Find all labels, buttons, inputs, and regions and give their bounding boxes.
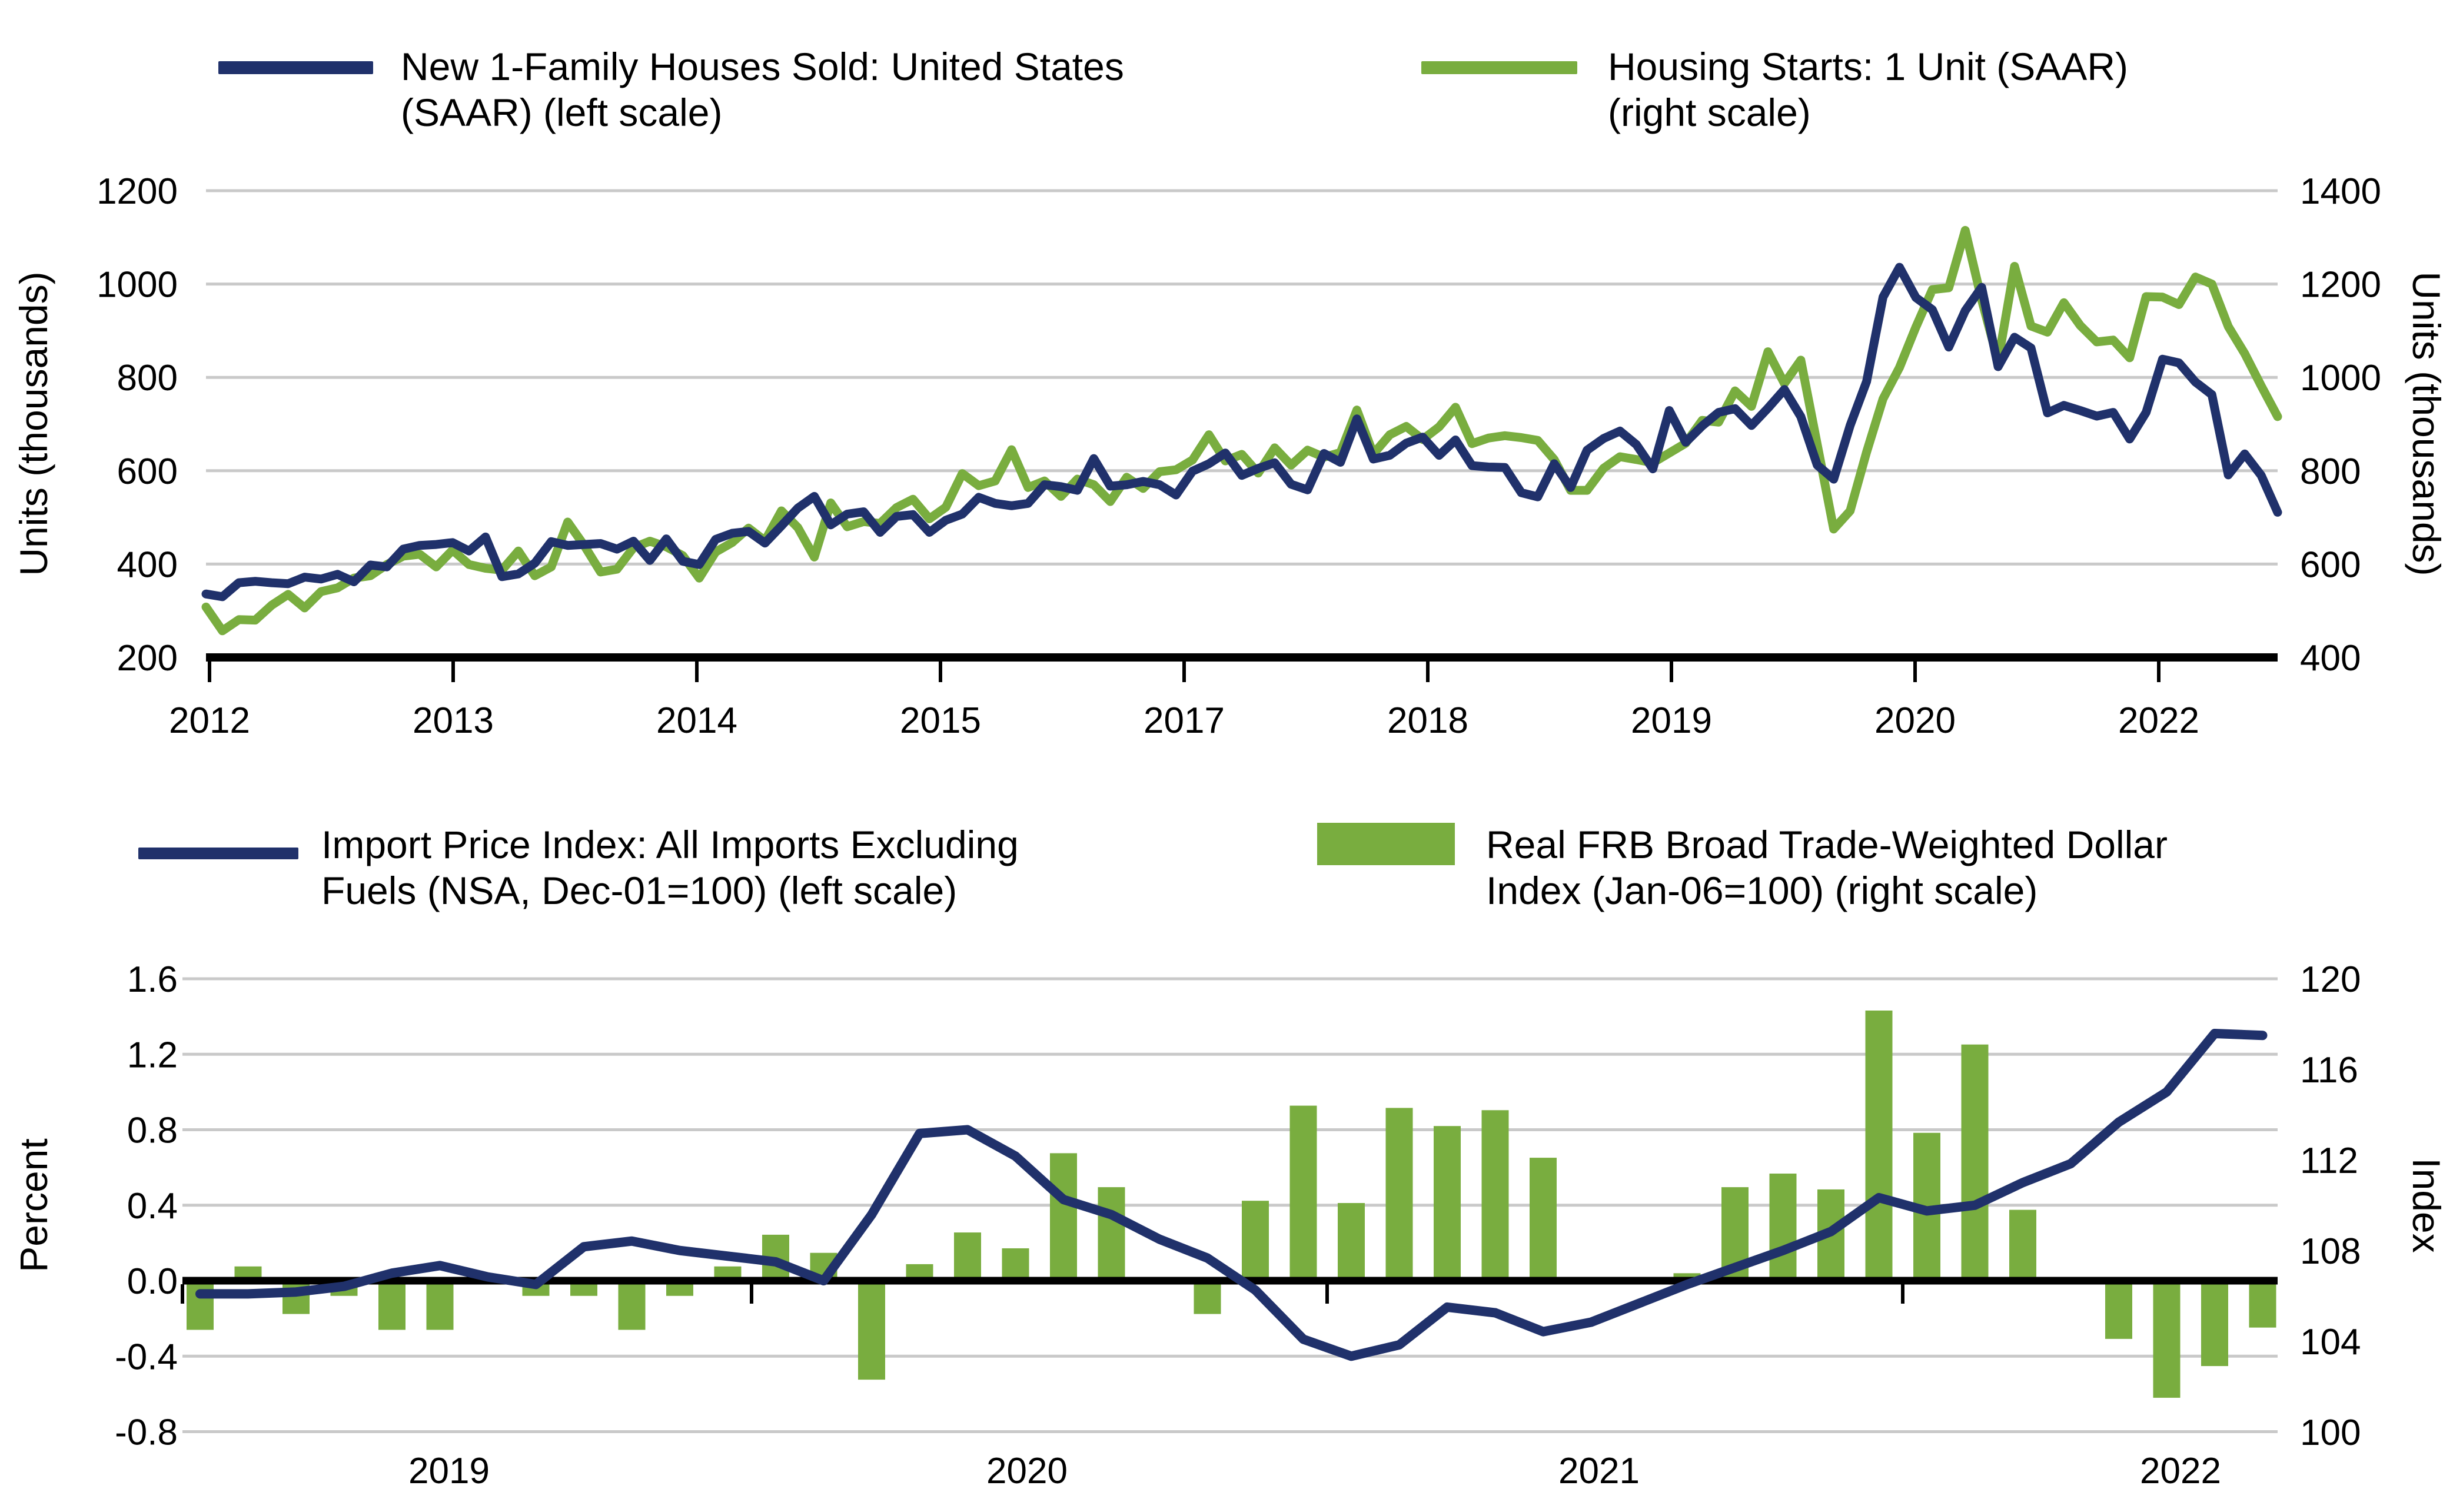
bottom-legend-label-2-line1: Real FRB Broad Trade-Weighted Dollar (1486, 823, 2168, 866)
dollar-index-bar (1242, 1201, 1269, 1281)
green-line-swatch-icon (1421, 61, 1577, 74)
dollar-index-bar (1338, 1203, 1365, 1281)
top-left-tick-label-1000: 1000 (97, 265, 178, 305)
dollar-index-bar (378, 1281, 405, 1330)
top-x-label-2017: 2017 (1144, 700, 1225, 741)
top-x-label-2012: 2012 (169, 700, 250, 741)
top-left-tick-label-600: 600 (117, 451, 178, 492)
bottom-legend-label-1: Import Price Index: All Imports Excludin… (321, 822, 1019, 913)
green-bar-swatch-icon (1317, 823, 1455, 865)
bottom-left-axis-title: Percent (12, 1138, 55, 1272)
dollar-index-bar (2105, 1281, 2132, 1339)
bottom-right-tick-label-116: 116 (2300, 1050, 2358, 1091)
bottom-right-tick-label-108: 108 (2300, 1231, 2361, 1272)
dollar-index-bar (954, 1232, 981, 1281)
navy-line-swatch-icon (138, 848, 298, 859)
top-left-tick-label-800: 800 (117, 358, 178, 398)
top-right-tick-label-1000: 1000 (2300, 358, 2381, 398)
bottom-left-tick-label--0.4: -0.4 (115, 1337, 178, 1377)
top-x-label-2020: 2020 (1874, 700, 1956, 741)
dollar-index-bar (1098, 1187, 1125, 1281)
bottom-right-tick-label-104: 104 (2300, 1322, 2361, 1363)
dollar-index-bar (2009, 1209, 2036, 1281)
top-left-axis-title: Units (thousands) (12, 271, 55, 576)
top-x-label-2014: 2014 (656, 700, 737, 741)
top-right-tick-label-600: 600 (2300, 544, 2361, 585)
bottom-left-tick-label-0.4: 0.4 (127, 1186, 178, 1227)
top-x-label-2022: 2022 (2118, 700, 2199, 741)
top-right-tick-label-400: 400 (2300, 638, 2361, 679)
dollar-index-bar (1289, 1105, 1317, 1281)
top-x-label-2015: 2015 (900, 700, 981, 741)
dollar-index-bar (1481, 1110, 1509, 1281)
import-price-index-line (195, 1029, 2268, 1361)
top-legend-label-2-line1: Housing Starts: 1 Unit (SAAR) (1608, 45, 2128, 88)
new-houses-sold-line (201, 262, 2282, 602)
dollar-index-bar (1530, 1158, 1557, 1281)
dollar-index-bar (1961, 1044, 1989, 1281)
top-legend-label-1-line2: (SAAR) (left scale) (401, 91, 723, 134)
top-x-label-2018: 2018 (1387, 700, 1468, 741)
dollar-index-bar (1194, 1281, 1221, 1314)
dollar-index-bar (2201, 1281, 2228, 1367)
bottom-legend-label-2: Real FRB Broad Trade-Weighted Dollar Inde… (1486, 822, 2168, 913)
bottom-x-label-2021: 2021 (1558, 1451, 1640, 1491)
top-legend-label-1: New 1-Family Houses Sold: United States(… (401, 44, 1124, 135)
bottom-left-tick-label--0.8: -0.8 (115, 1413, 178, 1453)
top-right-tick-label-1400: 1400 (2300, 171, 2381, 212)
bottom-right-tick-label-120: 120 (2300, 959, 2361, 1000)
top-legend-label-1-line1: New 1-Family Houses Sold: United States (401, 45, 1124, 88)
dollar-index-bar (1002, 1248, 1029, 1281)
bottom-x-label-2020: 2020 (986, 1451, 1068, 1491)
dollar-index-bar (1865, 1010, 1893, 1281)
bottom-left-tick-label-1.2: 1.2 (127, 1035, 178, 1075)
bottom-right-tick-label-100: 100 (2300, 1413, 2361, 1453)
top-left-tick-label-400: 400 (117, 544, 178, 585)
bottom-right-tick-label-112: 112 (2300, 1141, 2358, 1181)
bottom-x-label-2022: 2022 (2140, 1451, 2221, 1491)
dollar-index-bar (282, 1281, 310, 1314)
top-right-axis-title: Units (thousands) (2405, 271, 2448, 576)
housing-starts-line (201, 225, 2282, 636)
top-legend-label-2: Housing Starts: 1 Unit (SAAR) (right scal… (1608, 44, 2128, 135)
dollar-index-bar (858, 1281, 885, 1380)
top-legend-label-2-line2: (right scale) (1608, 91, 1811, 134)
dollar-index-bar (1769, 1174, 1797, 1281)
bottom-x-label-2019: 2019 (408, 1451, 490, 1491)
dollar-index-bar (426, 1281, 454, 1330)
dollar-index-bar (618, 1281, 646, 1330)
top-left-tick-label-200: 200 (117, 638, 178, 679)
bottom-left-tick-label-0.0: 0.0 (127, 1261, 178, 1302)
navy-line-swatch-icon (218, 61, 373, 74)
dollar-index-bar (2249, 1281, 2276, 1328)
dollar-index-bar (2153, 1281, 2181, 1398)
dollar-index-bar (1050, 1153, 1077, 1281)
bottom-legend-label-2-line2: Index (Jan-06=100) (right scale) (1486, 869, 2038, 912)
bottom-left-tick-label-1.6: 1.6 (127, 959, 178, 1000)
bottom-right-axis-title: Index (2405, 1158, 2448, 1252)
top-x-label-2019: 2019 (1631, 700, 1712, 741)
top-x-label-2013: 2013 (413, 700, 494, 741)
dollar-index-bar (187, 1281, 214, 1330)
top-right-tick-label-1200: 1200 (2300, 265, 2381, 305)
bottom-left-tick-label-0.8: 0.8 (127, 1111, 178, 1151)
bottom-legend-label-1-line1: Import Price Index: All Imports Excludin… (321, 823, 1019, 866)
top-right-tick-label-800: 800 (2300, 451, 2361, 492)
top-left-tick-label-1200: 1200 (97, 171, 178, 212)
dollar-index-bar (1385, 1108, 1413, 1281)
bottom-legend-label-1-line2: Fuels (NSA, Dec-01=100) (left scale) (321, 869, 958, 912)
dollar-index-bar (1434, 1126, 1461, 1281)
